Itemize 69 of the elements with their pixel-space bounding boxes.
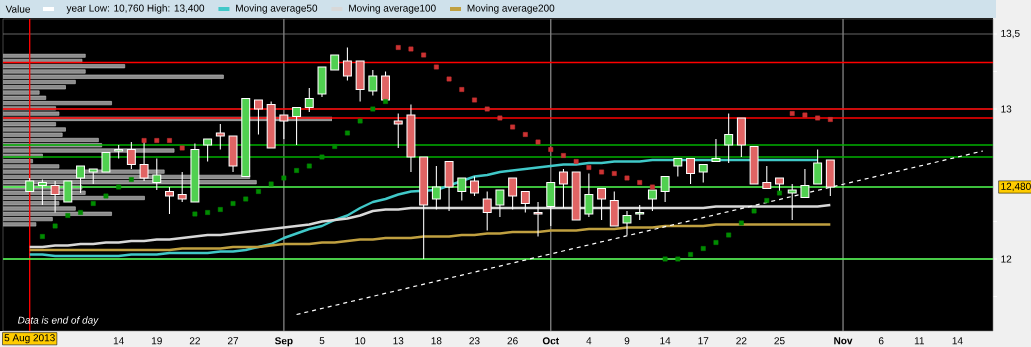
x-tick-label: 17 [698, 337, 709, 345]
candlestick [724, 112, 734, 164]
candlestick [393, 112, 403, 149]
candlestick [673, 157, 683, 178]
candlestick [584, 172, 594, 218]
x-tick-label: 14 [952, 337, 963, 345]
x-tick-label: 6 [878, 337, 884, 345]
candlestick [431, 165, 441, 211]
candlestick [597, 187, 607, 221]
text: year Low: 10,760 High: 13,400 [66, 4, 205, 14]
legend-label: Moving average200 [467, 4, 555, 14]
x-tick-label: 11 [914, 337, 925, 345]
candlestick [50, 180, 60, 214]
ref-line-label: 12,480 [1001, 182, 1031, 192]
candlestick [520, 190, 530, 214]
candlestick [190, 142, 200, 203]
candlestick [622, 210, 632, 236]
x-tick-label: 14 [113, 337, 124, 345]
candlestick [317, 66, 327, 98]
candlestick [139, 141, 149, 182]
candlestick [813, 148, 823, 185]
candlestick [495, 189, 505, 218]
candlestick [800, 168, 810, 199]
candlestick [266, 100, 276, 149]
candlestick [686, 157, 696, 185]
candlestick [165, 186, 174, 215]
candlestick [228, 135, 238, 173]
candlestick [787, 183, 797, 221]
x-tick-label: 5 [319, 337, 325, 345]
candlestick [215, 123, 225, 151]
candlestick [253, 99, 263, 136]
x-tick-label: 9 [624, 337, 630, 345]
candlestick [37, 178, 47, 206]
x-tick-label: 22 [736, 337, 747, 345]
legend-label: Moving average50 [236, 4, 318, 14]
x-tick-label: 13 [393, 337, 404, 345]
candlestick [444, 160, 454, 212]
x-tick-label: Nov [834, 337, 853, 345]
candlestick [711, 138, 721, 163]
y-tick-label: 13 [1001, 105, 1012, 113]
candlestick [355, 60, 365, 103]
y-tick-label: 12 [1001, 255, 1012, 263]
x-tick-label: 5 Aug 2013 [4, 334, 55, 344]
x-tick-label: Sep [274, 337, 293, 347]
x-tick-label: 22 [189, 337, 200, 345]
x-tick-label: 25 [774, 337, 785, 345]
candlestick [152, 157, 162, 191]
candlestick [292, 106, 302, 146]
y-tick-label: 13,5 [1001, 29, 1020, 39]
candlestick [558, 168, 568, 209]
candlestick [419, 156, 429, 260]
candlestick [546, 181, 556, 227]
candlestick [279, 114, 289, 140]
x-tick-label: 4 [586, 337, 592, 345]
x-tick-label: Oct [542, 337, 559, 345]
x-tick-label: 27 [227, 337, 239, 345]
candlestick [533, 201, 543, 238]
x-tick-label: 10 [355, 337, 366, 345]
x-tick-label: 26 [507, 337, 518, 345]
candlestick [406, 103, 416, 173]
x-tick-label: 23 [469, 337, 480, 345]
legend-title: Value [5, 5, 30, 13]
candlestick [482, 190, 492, 232]
legend-label: Moving average100 [349, 4, 436, 14]
x-tick-label: 14 [660, 337, 671, 345]
candlestick [177, 171, 187, 203]
x-tick-label: 19 [151, 337, 162, 345]
x-tick-label: 18 [431, 337, 442, 345]
candlestick [660, 175, 670, 203]
